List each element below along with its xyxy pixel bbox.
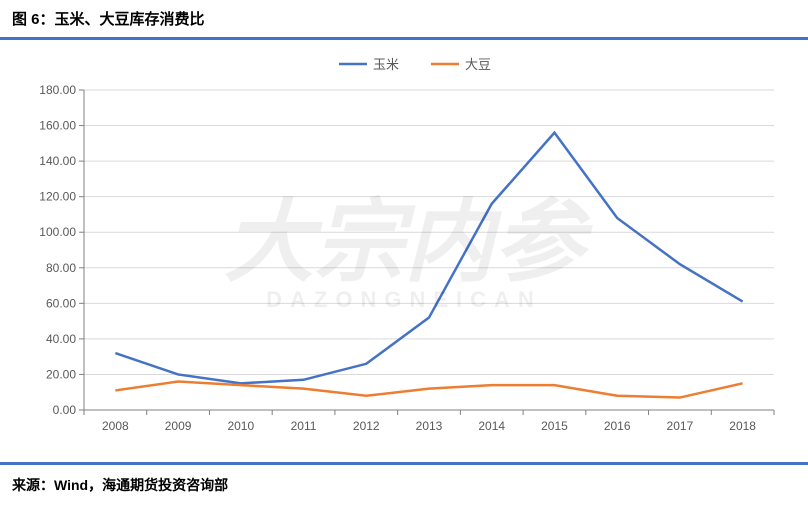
rule-bottom: [0, 462, 808, 465]
y-tick-label: 0.00: [53, 403, 77, 417]
y-tick-label: 160.00: [39, 119, 76, 133]
y-tick-label: 140.00: [39, 154, 76, 168]
x-tick-label: 2016: [604, 419, 631, 433]
series-line: [115, 382, 742, 398]
x-tick-label: 2008: [102, 419, 129, 433]
y-tick-label: 180.00: [39, 83, 76, 97]
y-tick-label: 60.00: [46, 296, 76, 310]
x-tick-label: 2012: [353, 419, 380, 433]
chart-title: 图 6：玉米、大豆库存消费比: [0, 0, 808, 33]
legend-label: 大豆: [465, 57, 491, 72]
x-tick-label: 2018: [729, 419, 756, 433]
x-tick-label: 2015: [541, 419, 568, 433]
legend-label: 玉米: [373, 57, 399, 72]
y-tick-label: 80.00: [46, 261, 76, 275]
y-tick-label: 20.00: [46, 367, 76, 381]
rule-top: [0, 37, 808, 40]
series-line: [115, 133, 742, 384]
chart-source: 来源：Wind，海通期货投资咨询部: [0, 469, 808, 503]
y-tick-label: 40.00: [46, 332, 76, 346]
x-tick-label: 2010: [227, 419, 254, 433]
x-tick-label: 2013: [416, 419, 443, 433]
y-tick-label: 120.00: [39, 190, 76, 204]
x-tick-label: 2014: [478, 419, 505, 433]
x-tick-label: 2011: [291, 419, 317, 433]
line-chart: 0.00 20.00 40.00 60.00 80.00 100.00 120.00 140.…: [14, 44, 794, 454]
y-tick-label: 100.00: [39, 225, 76, 239]
x-tick-label: 2009: [165, 419, 192, 433]
x-tick-label: 2017: [667, 419, 694, 433]
chart-container: 大宗内参 DAZONGNEICAN 0.0020.0040.0060.0080.…: [14, 44, 794, 454]
